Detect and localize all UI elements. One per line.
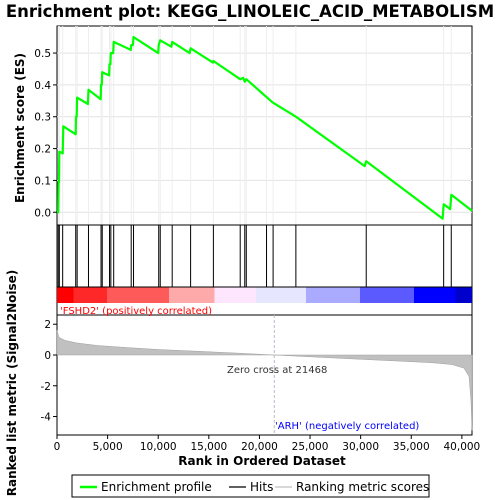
x-tick-label: 40,000 <box>444 441 481 453</box>
x-tick-label: 0 <box>54 441 61 453</box>
metric-y-tick-label: -2 <box>41 381 51 393</box>
negative-correlation-label: 'ARH' (negatively correlated) <box>275 421 419 432</box>
metric-y-tick-label: 0 <box>44 350 51 362</box>
x-tick-label: 10,000 <box>140 441 177 453</box>
es-y-axis-label: Enrichment score (ES) <box>13 53 27 203</box>
legend-enrichment-label: Enrichment profile <box>101 480 212 494</box>
x-tick-label: 5,000 <box>93 441 123 453</box>
es-plot-frame <box>56 25 473 226</box>
hits-panel <box>56 224 473 316</box>
metric-y-tick-label: 2 <box>44 319 51 331</box>
hit-lines <box>57 225 452 287</box>
es-y-tick-label: 0.5 <box>34 48 51 60</box>
x-tick-label: 35,000 <box>393 441 430 453</box>
es-y-tick-label: 0.2 <box>34 144 51 156</box>
enrichment-profile-line <box>57 35 473 220</box>
metric-y-tick-label: -4 <box>41 412 52 424</box>
metric-x-ticks: 0 5,000 10,000 15,000 20,000 25,000 30,000 35,0… <box>54 435 481 453</box>
positive-correlation-label: 'FSHD2' (positively correlated) <box>60 306 212 317</box>
metric-y-axis-label: Ranked list metric (Signal2Noise) <box>5 270 19 497</box>
es-y-tick-label: 0.3 <box>34 112 51 124</box>
metric-panel: 2 0 -2 -4 0 5,000 10,000 15,000 20,000 25,000 30,… <box>5 270 480 497</box>
x-axis-label: Rank in Ordered Dataset <box>178 454 346 468</box>
legend-box <box>71 474 430 498</box>
legend-hits-label: Hits <box>250 480 273 494</box>
legend: Enrichment profile Hits Ranking metric s… <box>71 474 430 498</box>
metric-plot-frame <box>56 314 473 436</box>
metric-y-ticks: 2 0 -2 -4 <box>41 319 57 424</box>
es-panel: 0.0 0.1 0.2 0.3 0.4 0.5 Enrichment score (ES) <box>13 25 473 226</box>
zero-cross-label: Zero cross at 21468 <box>227 365 327 376</box>
es-y-tick-label: 0.1 <box>34 175 51 187</box>
es-y-tick-label: 0.0 <box>34 207 51 219</box>
ranking-colorbar <box>57 287 472 303</box>
legend-metric-label: Ranking metric scores <box>296 480 429 494</box>
es-y-ticks: 0.0 0.1 0.2 0.3 0.4 0.5 <box>34 48 57 219</box>
x-tick-label: 15,000 <box>190 441 227 453</box>
x-tick-label: 25,000 <box>292 441 329 453</box>
x-tick-label: 20,000 <box>241 441 278 453</box>
es-y-tick-label: 0.4 <box>34 80 51 92</box>
chart-title: Enrichment plot: KEGG_LINOLEIC_ACID_META… <box>6 2 494 21</box>
es-gridlines <box>57 26 472 225</box>
ranking-metric-area <box>56 330 473 431</box>
x-tick-label: 30,000 <box>342 441 379 453</box>
